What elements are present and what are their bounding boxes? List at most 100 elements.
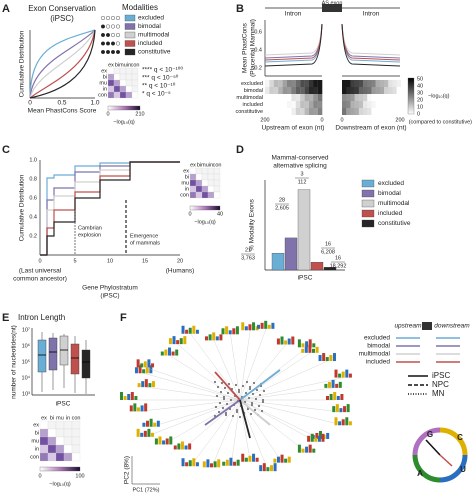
legend-label: multimodal [378, 200, 410, 207]
heatmap-row-label: bi [185, 174, 189, 180]
legend-label: bimodal [138, 23, 161, 30]
heatmap-cell [304, 94, 310, 101]
logo-glyph [192, 325, 196, 334]
heatmap-cell [291, 87, 296, 94]
legend-label: constitutive [138, 49, 171, 56]
panel-title: Exon Conservation [28, 4, 96, 13]
panel-letter: C [2, 144, 10, 156]
heatmap-cell [358, 80, 364, 87]
legend-label: iPSC [432, 371, 450, 380]
heatmap-cell [47, 420, 57, 430]
heatmap-col-label: bi [50, 415, 54, 421]
logo-glyph [326, 396, 329, 400]
legend-icon [100, 16, 105, 21]
heatmap-cell [278, 94, 283, 101]
heatmap-cell [295, 108, 301, 115]
logo-glyph [266, 467, 270, 472]
heatmap-cell [367, 94, 372, 101]
panel-letter: D [236, 144, 244, 156]
heatmap-cell [63, 428, 73, 438]
link-line [230, 334, 241, 401]
logo-glyph [130, 392, 134, 400]
heatmap-cell [107, 73, 115, 81]
logo-glyph [338, 421, 342, 426]
colorbar-tick: 40 [217, 211, 223, 217]
logo-glyph [236, 459, 240, 466]
pca-point [252, 381, 256, 385]
bar [323, 267, 337, 271]
y-tick-label: 10³ [22, 391, 30, 397]
heatmap-cell [265, 108, 270, 115]
heatmap-cell [131, 79, 139, 87]
heatmap-cell [309, 108, 314, 115]
pca-point [260, 409, 264, 413]
logo-glyph [151, 363, 155, 368]
heatmap-cell [342, 87, 347, 94]
logo-glyph [304, 346, 308, 353]
logo-glyph [181, 458, 185, 467]
colorbar-label: −log₁₀(q) [194, 219, 216, 225]
heatmap-cell [213, 167, 221, 175]
logo-glyph [138, 365, 142, 374]
pca-point [216, 385, 220, 389]
heatmap-col-label: con [72, 415, 81, 421]
pca-point [250, 401, 254, 405]
legend-label: MN [432, 389, 445, 398]
legend-icon [110, 50, 115, 55]
heatmap-cell [55, 452, 65, 462]
x-axis-label: Upstream of exon (nt) [262, 125, 325, 132]
heatmap-cell [207, 185, 215, 193]
heatmap-row-label: mu [31, 438, 39, 444]
logo-glyph [335, 383, 339, 388]
heatmap-cell [392, 80, 397, 87]
heatmap-cell [269, 101, 274, 108]
heatmap-cell [201, 173, 209, 181]
panel-letter: B [236, 3, 244, 15]
panel-letter: F [120, 312, 127, 324]
logo-glyph [308, 339, 312, 348]
logo-glyph [301, 348, 305, 353]
heatmap-cell [300, 87, 305, 94]
q-legend: *** q < 10⁻⁵⁰ [142, 74, 179, 82]
link-line [145, 399, 241, 437]
heatmap-row-label: mu [99, 80, 107, 86]
box [81, 349, 91, 379]
legend-label: constitutive [378, 220, 411, 227]
legend-icon [115, 16, 120, 21]
pca-point [237, 390, 241, 394]
heatmap-cell [189, 185, 197, 193]
heatmap-cell [313, 94, 318, 101]
x-axis-label: iPSC [298, 275, 313, 282]
logo-glyph [129, 405, 133, 412]
heatmap-cell [125, 85, 133, 93]
heatmap-cell [375, 101, 381, 108]
heatmap-row-label: con [30, 454, 39, 460]
logo-glyph [273, 463, 277, 472]
heatmap-col-label: ex [108, 62, 114, 68]
y-axis-label: number of nucleotides(nt) [11, 325, 18, 399]
heatmap-cell [371, 80, 376, 87]
panel-subtitle: (iPSC) [50, 14, 74, 23]
heatmap-col-label: ex [190, 162, 196, 168]
bar [310, 262, 324, 271]
heatmap-cell [207, 173, 215, 181]
legend-label: included [366, 359, 391, 366]
legend-label: NPC [432, 380, 449, 389]
colorbar-tick: 10 [417, 104, 423, 110]
pca-point [221, 406, 225, 410]
heatmap-cell [313, 108, 318, 115]
legend-label: multimodal [359, 351, 391, 358]
heatmap-cell [273, 108, 279, 115]
panel-title: Intron Length [18, 313, 65, 322]
heatmap-cell [354, 87, 360, 94]
heatmap-cell [350, 87, 355, 94]
link-line [163, 399, 241, 445]
cdf-curve [29, 29, 96, 99]
pca-point [234, 383, 238, 387]
heatmap-cell [346, 87, 351, 94]
heatmap-cell [396, 108, 402, 115]
logo-glyph [219, 334, 223, 341]
logo-glyph [287, 338, 291, 345]
colorbar-tick: 40 [417, 83, 423, 89]
logo-glyph [145, 367, 149, 374]
